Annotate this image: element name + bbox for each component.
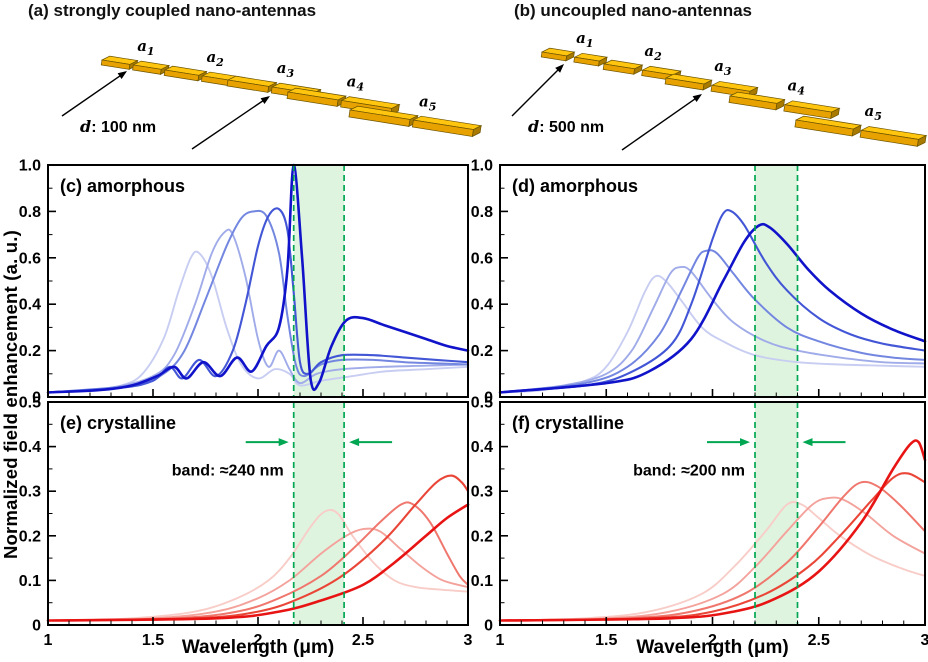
x-tick-label: 1: [496, 632, 505, 649]
x-tick-label: 1.5: [595, 632, 617, 649]
antenna-4: [286, 87, 401, 116]
antenna-4: [728, 91, 841, 120]
curve-a5: [498, 439, 927, 622]
gap-label: d: 500 nm: [528, 117, 604, 136]
gap-label: d: 100 nm: [80, 117, 156, 136]
panel-e-plot: 1 1.5 2 2.5 3 0 0.1 0.2 0.3 0.4 0.5 (e) crystalline…: [19, 395, 473, 650]
x-tick-label: 3: [921, 632, 928, 649]
panel-label-c: (c) amorphous: [60, 176, 185, 196]
panel-d-plot: 0 0.2 0.4 0.6 0.8 1.0 (d) amorphous: [471, 158, 927, 407]
y-tick-label: 0.2: [471, 528, 493, 545]
curve-a4: [46, 207, 470, 394]
curve-a5: [498, 222, 927, 394]
x-axis-label-right: Wavelength (μm): [636, 637, 789, 658]
x-axis-label-left: Wavelength (μm): [181, 637, 335, 658]
y-tick-label: 0.1: [471, 573, 493, 590]
panel-b-title: (b) uncoupled nano-antennas: [514, 1, 752, 20]
curve-a2: [499, 265, 926, 394]
band-annotation-e: band: ≈240 nm: [172, 463, 284, 480]
gap-arrow: [191, 96, 269, 150]
plot-frame: [47, 401, 469, 626]
x-tick-label: 2: [708, 632, 717, 649]
antenna-label-1: a1: [576, 29, 593, 50]
y-tick-label: 0.4: [19, 297, 41, 314]
gap-arrow: [621, 94, 701, 151]
panel-f-plot: 1 1.5 2 2.5 3 0 0.1 0.2 0.3 0.4 0.5 (f) crystalline…: [471, 395, 928, 650]
antenna-label-4: a4: [788, 76, 805, 97]
y-tick-label: 0.5: [471, 395, 493, 412]
antenna-3: [664, 73, 759, 98]
y-tick-label: 0.4: [471, 297, 493, 314]
y-tick-label: 0.3: [471, 484, 493, 501]
x-tick-label: 2: [254, 632, 263, 649]
y-tick-label: 1.0: [19, 158, 41, 175]
y-tick-label: 1.0: [471, 158, 493, 175]
curve-a2: [47, 228, 469, 394]
x-tick-label: 2.5: [808, 632, 830, 649]
x-tick-label: 3: [464, 632, 473, 649]
band-region: [293, 165, 345, 397]
antenna-label-3: a3: [277, 59, 295, 80]
antenna-5: [348, 105, 483, 138]
curve-a3: [499, 249, 926, 394]
band-arrow-head: [740, 438, 750, 447]
band-arrow-head: [349, 438, 360, 447]
y-tick-label: 0.1: [19, 573, 41, 590]
band-arrow-head: [278, 438, 289, 447]
curve-a1: [499, 501, 926, 622]
y-tick-label: 0.4: [19, 439, 41, 456]
curve-a1: [47, 508, 469, 622]
x-tick-label: 1.5: [142, 632, 164, 649]
y-tick-label: 0.8: [471, 204, 493, 221]
curve-a4: [498, 209, 927, 394]
y-tick-label: 0: [32, 618, 41, 635]
antenna-label-2: a2: [206, 48, 224, 69]
band-annotation-f: band: ≈200 nm: [633, 463, 745, 480]
curve-a1: [499, 274, 926, 394]
antenna-3: [226, 75, 322, 100]
y-tick-label: 0: [484, 618, 493, 635]
curve-a2: [499, 496, 926, 622]
panel-c-plot: 0 0.2 0.4 0.6 0.8 1.0 (c) amorphous: [19, 158, 470, 407]
curve-a5: [46, 503, 470, 622]
antenna-label-5: a5: [864, 102, 881, 123]
gap-arrow: [61, 71, 126, 117]
curve-a3: [47, 209, 469, 394]
curve-a3: [47, 501, 469, 622]
y-tick-label: 0.8: [19, 204, 41, 221]
antenna-label-4: a4: [347, 73, 364, 94]
curve-a5: [46, 163, 470, 394]
curve-a1: [47, 250, 469, 394]
gap-arrow: [511, 64, 564, 117]
y-tick-label: 0.2: [19, 343, 41, 360]
band-region: [755, 165, 798, 397]
panel-a-title: (a) strongly coupled nano-antennas: [28, 1, 317, 20]
y-tick-label: 0.5: [19, 395, 41, 412]
antenna-5: [794, 115, 928, 147]
panel-label-e: (e) crystalline: [60, 413, 176, 433]
y-tick-label: 0: [484, 390, 493, 407]
y-tick-label: 0.3: [19, 484, 41, 501]
panel-label-d: (d) amorphous: [512, 176, 638, 196]
antenna-1: [100, 55, 171, 75]
x-tick-label: 2.5: [352, 632, 374, 649]
y-tick-label: 0.6: [471, 250, 493, 267]
antenna-label-2: a2: [644, 42, 662, 63]
antenna-2: [163, 65, 245, 88]
y-tick-label: 0: [32, 390, 41, 407]
y-tick-label: 0.2: [19, 528, 41, 545]
y-tick-label: 0.6: [19, 250, 41, 267]
band-arrow-head: [802, 438, 813, 447]
antenna-label-3: a3: [714, 57, 732, 78]
y-tick-label: 0.4: [471, 439, 493, 456]
y-tick-label: 0.2: [471, 343, 493, 360]
antenna-label-1: a1: [137, 37, 154, 58]
antenna-1: [540, 47, 609, 67]
panel-label-f: (f) crystalline: [512, 413, 624, 433]
plot-frame: [499, 164, 926, 398]
antenna-2: [602, 59, 682, 81]
x-tick-label: 1: [44, 632, 53, 649]
antenna-label-5: a5: [419, 92, 436, 113]
